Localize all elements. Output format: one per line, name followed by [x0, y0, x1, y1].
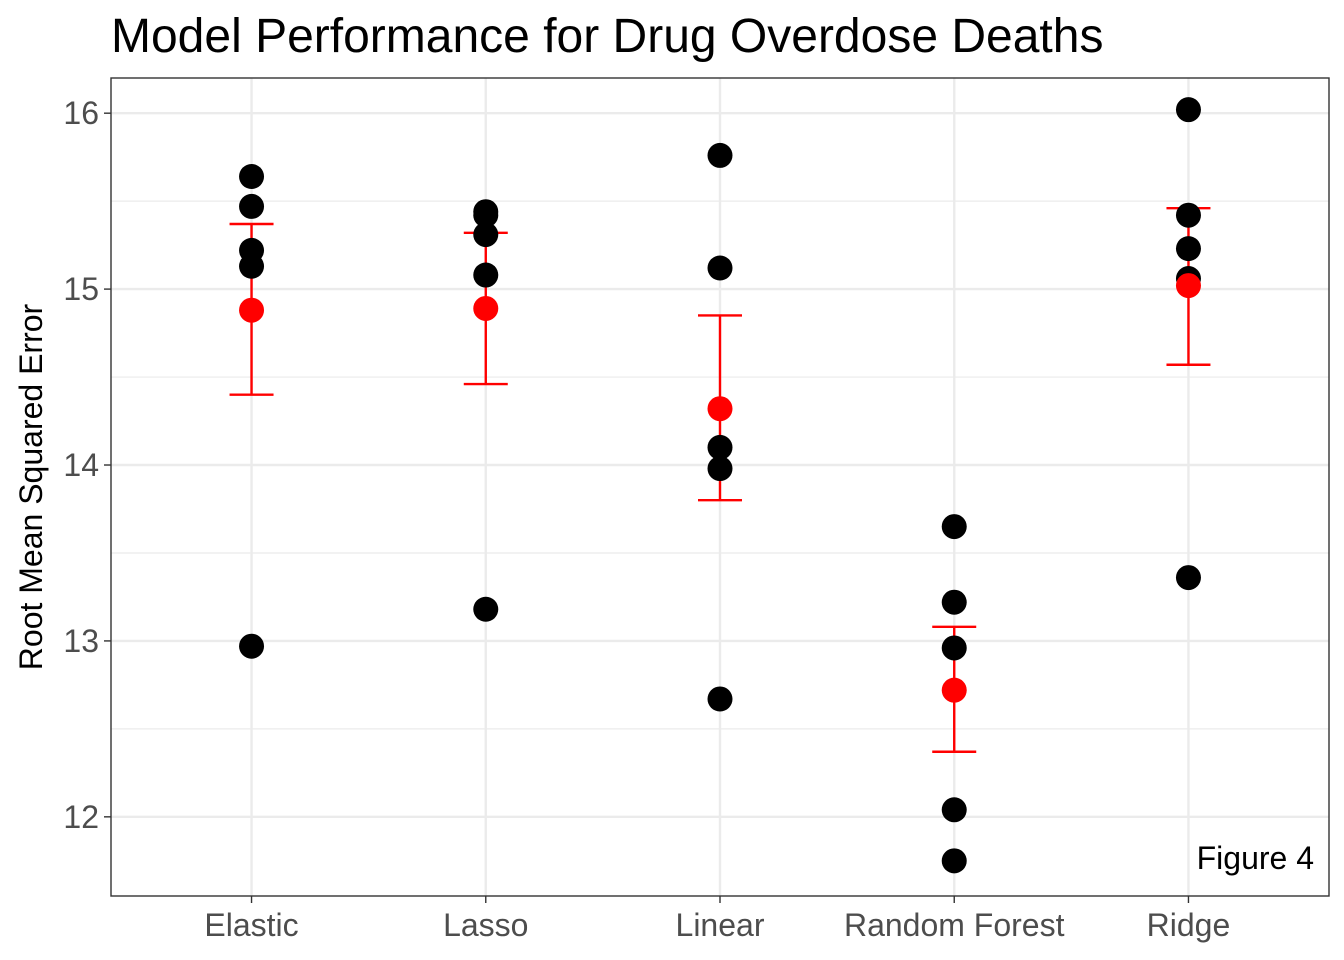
- chart-title: Model Performance for Drug Overdose Deat…: [111, 10, 1103, 63]
- point-2-2: [707, 434, 733, 460]
- raw-points: [239, 97, 1201, 874]
- y-axis-title: Root Mean Squared Error: [13, 303, 49, 670]
- point-2-1: [707, 255, 733, 281]
- y-axis: 12 13 14 15 16: [63, 95, 111, 835]
- y-tick-label-0: 12: [63, 799, 99, 835]
- point-4-4: [1175, 565, 1201, 591]
- y-tick-label-1: 13: [63, 623, 99, 659]
- point-0-4: [239, 633, 265, 659]
- point-4-1: [1175, 202, 1201, 228]
- point-2-4: [707, 686, 733, 712]
- x-tick-label-2: Linear: [676, 907, 765, 943]
- point-4-2: [1175, 236, 1201, 262]
- point-4-0: [1175, 97, 1201, 123]
- y-tick-label-2: 14: [63, 447, 99, 483]
- point-2-3: [707, 456, 733, 482]
- x-tick-label-1: Lasso: [443, 907, 528, 943]
- point-3-0: [941, 514, 967, 540]
- summary-points: [239, 273, 1201, 703]
- point-3-1: [941, 589, 967, 615]
- point-1-4: [473, 596, 499, 622]
- x-tick-label-0: Elastic: [204, 907, 298, 943]
- x-tick-label-4: Ridge: [1147, 907, 1231, 943]
- point-0-0: [239, 164, 265, 190]
- x-tick-label-3: Random Forest: [844, 907, 1065, 943]
- y-tick-label-3: 15: [63, 271, 99, 307]
- point-0-3: [239, 253, 265, 279]
- mean-point-1: [473, 295, 499, 321]
- plot-panel: [110, 77, 1330, 897]
- mean-point-3: [941, 677, 967, 703]
- x-axis: Elastic Lasso Linear Random Forest Ridge: [204, 896, 1230, 943]
- point-1-2: [473, 222, 499, 248]
- mean-point-4: [1175, 273, 1201, 299]
- mean-point-2: [707, 396, 733, 422]
- point-3-3: [941, 797, 967, 823]
- point-0-1: [239, 193, 265, 219]
- major-gridlines: [111, 78, 1329, 896]
- point-1-1: [473, 202, 499, 228]
- figure-annotation: Figure 4: [1197, 840, 1314, 876]
- point-1-3: [473, 262, 499, 288]
- point-3-2: [941, 635, 967, 661]
- y-tick-label-4: 16: [63, 95, 99, 131]
- mean-point-0: [239, 297, 265, 323]
- point-2-0: [707, 142, 733, 168]
- point-3-4: [941, 848, 967, 874]
